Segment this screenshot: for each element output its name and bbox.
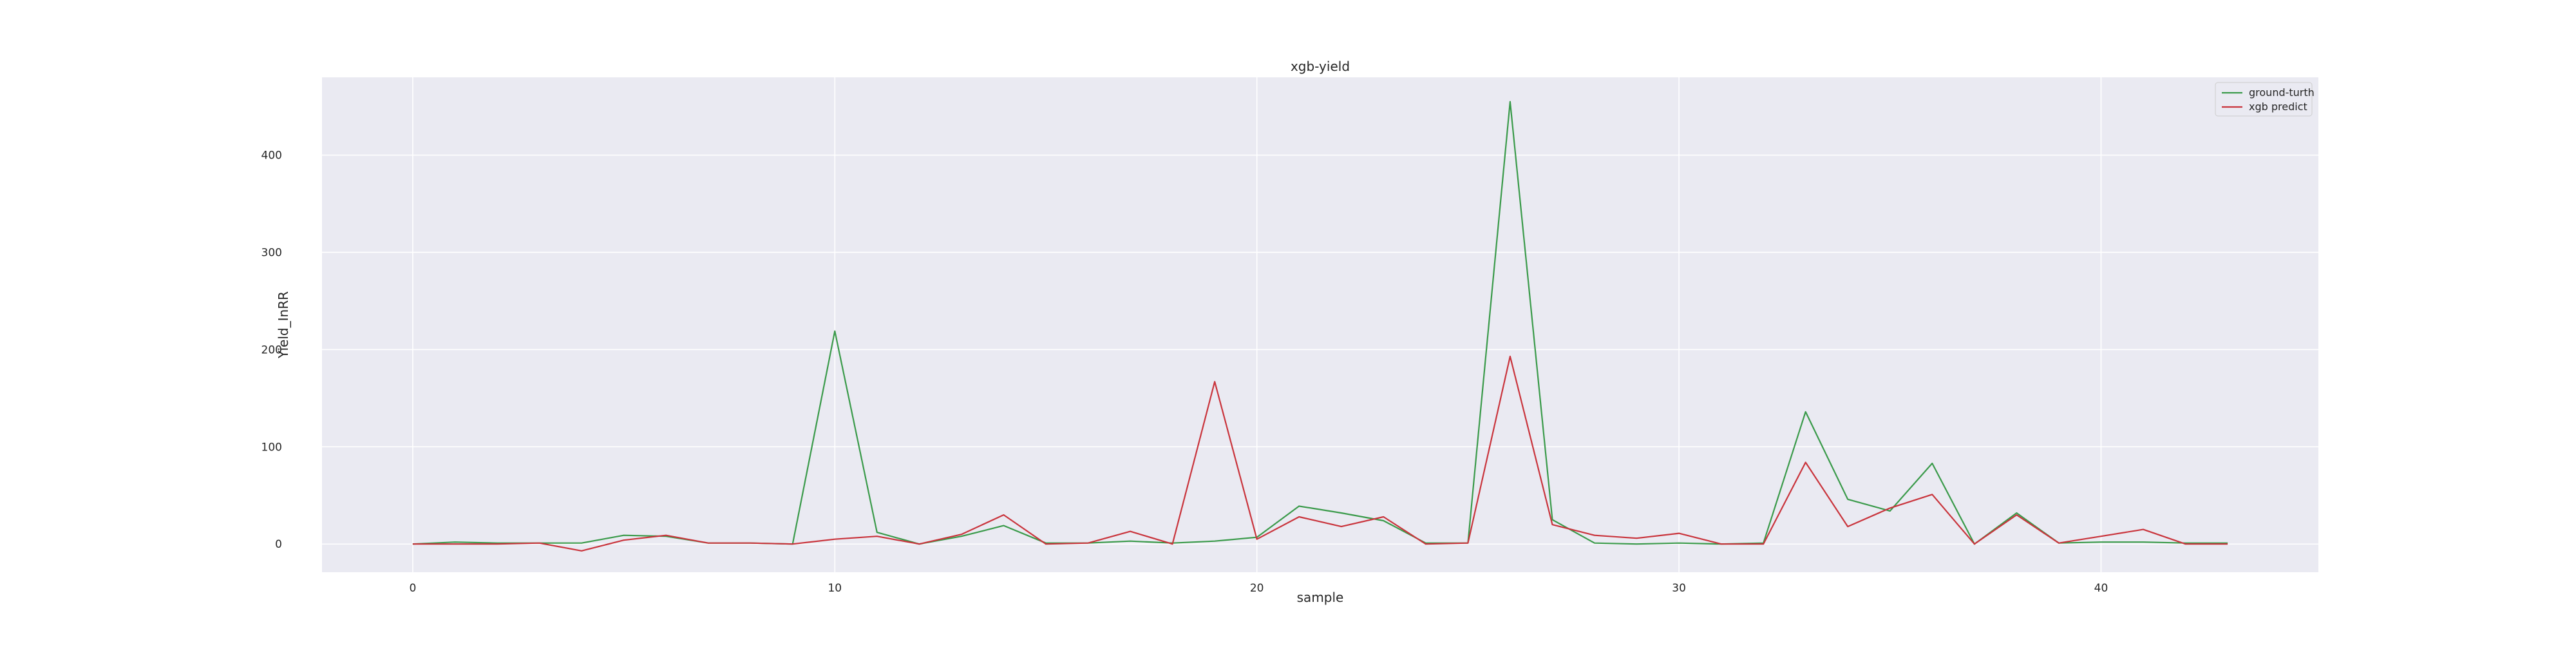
x-tick-label: 0: [409, 582, 416, 595]
series-lines: [412, 101, 2228, 552]
grid-lines: [322, 77, 2318, 572]
legend-label-ground-turth: ground-turth: [2249, 86, 2315, 99]
x-tick-label: 10: [828, 582, 842, 595]
x-tick-label: 20: [1250, 582, 1264, 595]
x-tick-label: 40: [2094, 582, 2108, 595]
legend-label-xgb-predict: xgb predict: [2249, 101, 2307, 113]
y-tick-label: 300: [261, 247, 282, 260]
x-tick-label: 30: [1672, 582, 1686, 595]
y-tick-label: 100: [261, 441, 282, 454]
y-tick-label: 0: [275, 538, 282, 551]
legend: ground-turth xgb predict: [2215, 82, 2315, 117]
plot-area: [322, 77, 2318, 572]
x-axis-label: sample: [1297, 590, 1344, 605]
series-line-xgb-predict: [412, 355, 2228, 552]
y-tick-label: 200: [261, 343, 282, 356]
chart-title: xgb-yield: [1291, 59, 1350, 74]
y-tick-label: 400: [261, 150, 282, 162]
y-axis-label: Yield_InRR: [276, 291, 291, 359]
